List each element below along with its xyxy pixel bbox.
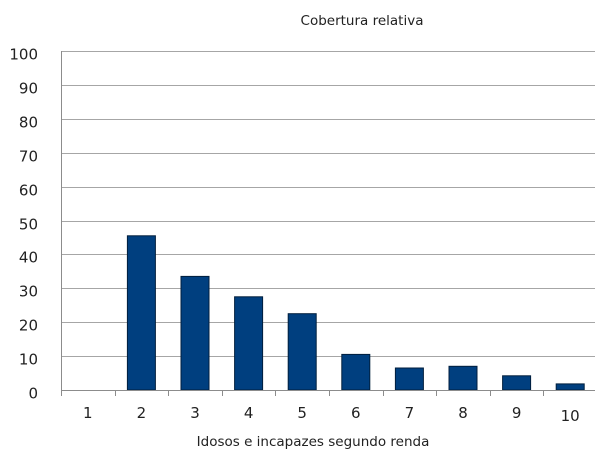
y-tick-label-40: 40 bbox=[19, 249, 38, 267]
bar-10 bbox=[555, 383, 585, 391]
bar-2 bbox=[126, 235, 156, 391]
x-tick-label-10: 10 bbox=[561, 407, 580, 425]
chart-title: Cobertura relativa bbox=[301, 13, 424, 29]
bar-4 bbox=[234, 296, 264, 391]
x-tick-label-5: 5 bbox=[297, 404, 307, 422]
y-tick-label-20: 20 bbox=[19, 317, 38, 335]
x-tick-labels: 1 2 3 4 5 6 7 8 9 10 bbox=[83, 404, 580, 425]
y-tick-label-100: 100 bbox=[9, 46, 38, 64]
x-axis-title: Idosos e incapazes segundo renda bbox=[197, 434, 430, 450]
x-tick-label-3: 3 bbox=[190, 404, 200, 422]
x-tick-label-4: 4 bbox=[244, 404, 254, 422]
y-tick-label-50: 50 bbox=[19, 216, 38, 234]
bar-6 bbox=[341, 353, 371, 391]
bar-8 bbox=[448, 365, 478, 391]
y-tick-label-30: 30 bbox=[19, 283, 38, 301]
bar-7 bbox=[394, 367, 424, 391]
y-tick-label-10: 10 bbox=[19, 351, 38, 369]
y-tick-labels: 0 10 20 30 40 50 60 70 80 90 100 bbox=[9, 46, 38, 403]
y-tick-label-0: 0 bbox=[28, 385, 38, 403]
y-tick-label-70: 70 bbox=[19, 148, 38, 166]
y-tick-label-60: 60 bbox=[19, 182, 38, 200]
x-tick-label-9: 9 bbox=[512, 404, 522, 422]
bars bbox=[126, 235, 585, 391]
x-tick-label-1: 1 bbox=[83, 404, 93, 422]
bar-3 bbox=[180, 275, 210, 391]
x-tick-label-8: 8 bbox=[458, 404, 468, 422]
x-tick-label-6: 6 bbox=[351, 404, 361, 422]
bar-9 bbox=[502, 375, 532, 391]
y-tick-label-90: 90 bbox=[19, 80, 38, 98]
x-tick-label-7: 7 bbox=[405, 404, 415, 422]
y-tick-label-80: 80 bbox=[19, 114, 38, 132]
axes bbox=[61, 51, 595, 396]
bar-5 bbox=[287, 313, 317, 391]
x-tick-label-2: 2 bbox=[137, 404, 147, 422]
